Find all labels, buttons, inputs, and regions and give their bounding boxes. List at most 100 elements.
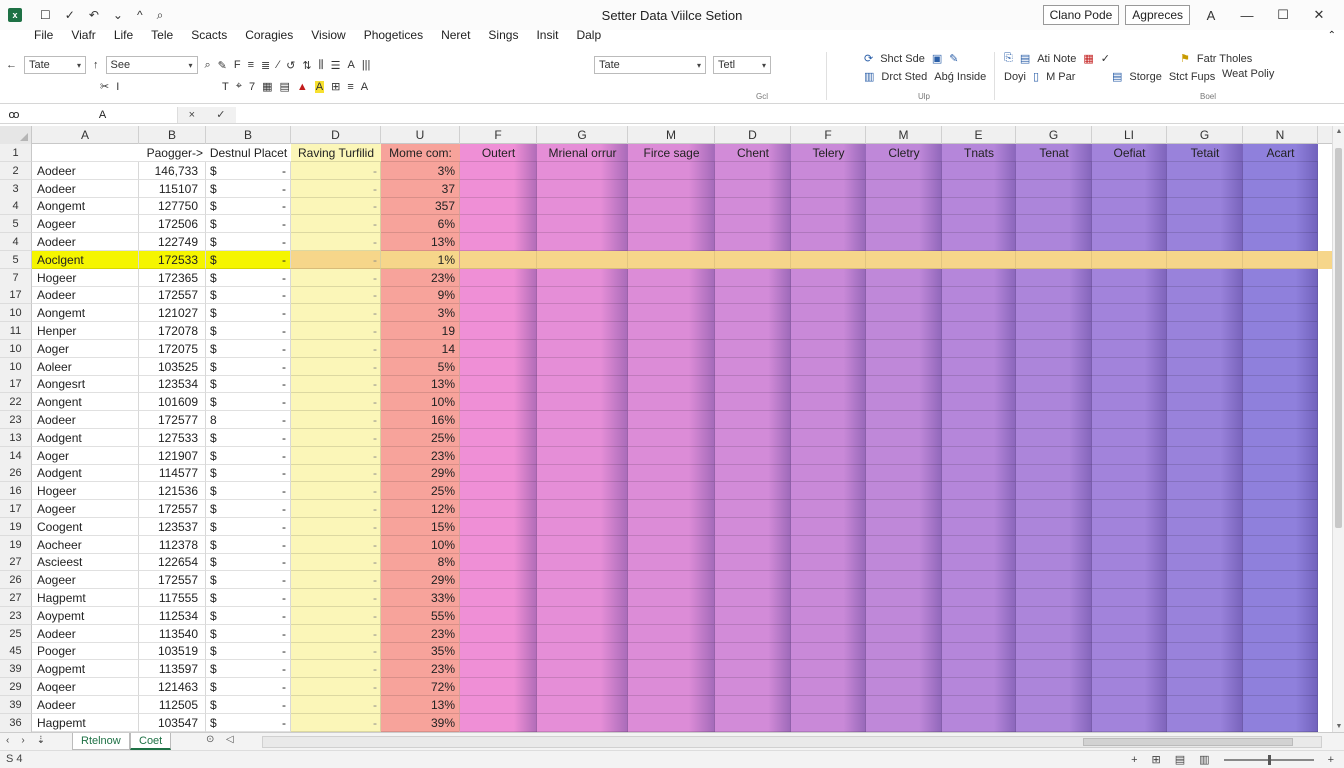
empty-cell[interactable]: [1092, 268, 1167, 287]
cell-currency[interactable]: 8-: [206, 411, 291, 429]
empty-cell[interactable]: [1243, 500, 1318, 518]
empty-cell[interactable]: [1243, 304, 1318, 323]
row-header[interactable]: 23: [0, 411, 32, 429]
cell-id[interactable]: 172557: [139, 286, 206, 305]
empty-cell[interactable]: [1167, 428, 1243, 447]
empty-cell[interactable]: [460, 233, 537, 251]
cell-id[interactable]: 117555: [139, 589, 206, 607]
menu-item-4[interactable]: Scacts: [191, 28, 228, 42]
empty-cell[interactable]: [1243, 179, 1318, 198]
empty-cell[interactable]: [1243, 553, 1318, 572]
cell-percent[interactable]: 19: [381, 322, 460, 340]
column-title[interactable]: Oefiat: [1092, 144, 1167, 162]
empty-cell[interactable]: [460, 517, 537, 536]
cell-name[interactable]: Hogeer: [32, 482, 139, 501]
empty-cell[interactable]: [1092, 286, 1167, 305]
cell-currency[interactable]: $-: [206, 695, 291, 714]
empty-cell[interactable]: [1092, 571, 1167, 590]
empty-cell[interactable]: [460, 553, 537, 572]
column-title[interactable]: Destnul Placet: [206, 144, 291, 162]
style-combo[interactable]: See ▾: [105, 56, 198, 74]
empty-cell[interactable]: [537, 393, 628, 412]
wrap-icon[interactable]: ⁄: [277, 59, 280, 71]
empty-cell[interactable]: [1092, 713, 1167, 732]
row-header[interactable]: 5: [0, 215, 32, 234]
empty-cell[interactable]: [942, 322, 1016, 340]
empty-cell[interactable]: [537, 428, 628, 447]
menu-item-6[interactable]: Visiow: [311, 28, 346, 42]
empty-cell[interactable]: [537, 322, 628, 340]
empty-cell[interactable]: [1092, 553, 1167, 572]
table-icon[interactable]: ▤: [279, 81, 290, 93]
empty-cell[interactable]: [866, 731, 942, 732]
empty-cell[interactable]: [866, 589, 942, 607]
empty-cell[interactable]: [791, 197, 866, 216]
empty-cell[interactable]: [1243, 215, 1318, 234]
empty-cell[interactable]: [942, 660, 1016, 679]
prev-sheet-icon[interactable]: ‹: [6, 735, 10, 746]
cell-currency[interactable]: $-: [206, 713, 291, 732]
empty-cell[interactable]: [942, 464, 1016, 483]
cell-percent[interactable]: 25%: [381, 428, 460, 447]
empty-cell[interactable]: [1167, 411, 1243, 429]
empty-cell[interactable]: [1016, 713, 1092, 732]
empty-cell[interactable]: [791, 500, 866, 518]
sheet-tab-2[interactable]: Coet: [130, 733, 172, 750]
cell-currency[interactable]: $-: [206, 393, 291, 412]
empty-cell[interactable]: [460, 322, 537, 340]
empty-cell[interactable]: [1016, 517, 1092, 536]
cell-currency[interactable]: $-: [206, 517, 291, 536]
cell-name[interactable]: Aocheer: [32, 535, 139, 554]
empty-cell[interactable]: [460, 304, 537, 323]
empty-cell[interactable]: [715, 606, 791, 625]
cell-currency[interactable]: $-: [206, 428, 291, 447]
empty-cell[interactable]: [1243, 482, 1318, 501]
sheet-tab-1[interactable]: Rtelnow: [72, 733, 130, 750]
empty-cell[interactable]: [942, 197, 1016, 216]
empty-cell[interactable]: [1016, 589, 1092, 607]
cell-name[interactable]: Aoqeer: [32, 678, 139, 696]
cell-id[interactable]: 172078: [139, 322, 206, 340]
cell-percent[interactable]: 14: [381, 339, 460, 358]
bars-icon[interactable]: |||: [361, 59, 371, 71]
empty-cell[interactable]: [1092, 446, 1167, 465]
page-break-icon[interactable]: ▥: [1199, 754, 1210, 766]
column-title[interactable]: Cletry: [866, 144, 942, 162]
empty-cell[interactable]: [715, 375, 791, 394]
empty-cell[interactable]: [1092, 678, 1167, 696]
empty-cell[interactable]: [715, 500, 791, 518]
cell-currency[interactable]: $-: [206, 571, 291, 590]
empty-cell[interactable]: [1243, 161, 1318, 180]
link-icon[interactable]: ꝏ: [8, 109, 20, 121]
chevron-up-icon[interactable]: ^: [136, 7, 143, 22]
empty-cell[interactable]: [1167, 357, 1243, 376]
empty-cell[interactable]: [460, 179, 537, 198]
row-header[interactable]: 26: [0, 464, 32, 483]
empty-cell[interactable]: [1167, 161, 1243, 180]
empty-cell[interactable]: [537, 286, 628, 305]
empty-cell[interactable]: [1243, 464, 1318, 483]
dree-sted-label[interactable]: Drct Sted: [881, 70, 928, 83]
cell-rating[interactable]: -: [291, 642, 381, 661]
search-icon[interactable]: ⌕: [204, 58, 211, 71]
empty-cell[interactable]: [537, 250, 628, 269]
empty-cell[interactable]: [1243, 411, 1318, 429]
cell-id[interactable]: 122749: [139, 233, 206, 251]
cell-rating[interactable]: -: [291, 660, 381, 679]
cell-currency[interactable]: $-: [206, 197, 291, 216]
cell-rating[interactable]: -: [291, 161, 381, 180]
maximize-button[interactable]: ☐: [1277, 7, 1289, 22]
cell-currency[interactable]: $-: [206, 660, 291, 679]
cell-rating[interactable]: -: [291, 500, 381, 518]
highlight-icon[interactable]: A: [314, 80, 325, 93]
empty-cell[interactable]: [628, 268, 715, 287]
page-layout-icon[interactable]: ▤: [1174, 754, 1186, 766]
cell-currency[interactable]: $-: [206, 215, 291, 234]
empty-cell[interactable]: [866, 393, 942, 412]
filter-icon[interactable]: ⚑: [1180, 53, 1190, 65]
empty-cell[interactable]: [628, 357, 715, 376]
scroll-up-icon[interactable]: ▲: [1335, 128, 1343, 135]
cell-name[interactable]: Aongent: [32, 393, 139, 412]
empty-cell[interactable]: [942, 375, 1016, 394]
row-header[interactable]: 26: [0, 571, 32, 590]
